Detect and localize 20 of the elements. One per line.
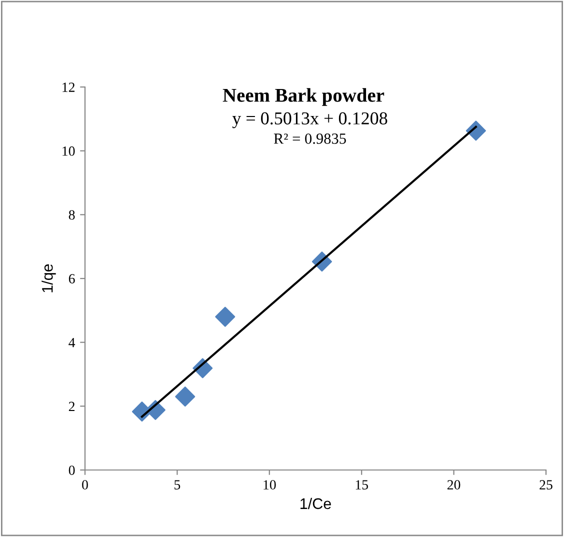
point <box>215 306 236 327</box>
x-axis-title: 1/Ce <box>300 498 331 510</box>
y-tick-label: 8 <box>68 210 75 220</box>
annotation: R² = 0.9835 <box>274 134 346 144</box>
y-tick-label: 10 <box>62 146 75 156</box>
x-tick-label: 10 <box>264 480 276 490</box>
y-axis-title: 1/qe <box>42 264 56 292</box>
y-tick-label: 0 <box>68 466 75 475</box>
x-tick-label: 20 <box>447 480 460 490</box>
chart-title: Neem Bark powder <box>222 88 384 106</box>
y-tick-label: 4 <box>68 338 76 348</box>
y-tick-label: 2 <box>68 402 75 411</box>
x-tick-label: 0 <box>82 480 88 490</box>
annotation: y = 0.5013x + 0.1208 <box>232 112 388 128</box>
point <box>175 386 196 407</box>
y-tick-label: 12 <box>62 82 75 92</box>
x-tick-label: 25 <box>540 480 552 490</box>
x-tick-label: 15 <box>356 480 368 490</box>
y-tick-label: 6 <box>68 274 75 284</box>
x-tick-label: 5 <box>174 480 180 490</box>
